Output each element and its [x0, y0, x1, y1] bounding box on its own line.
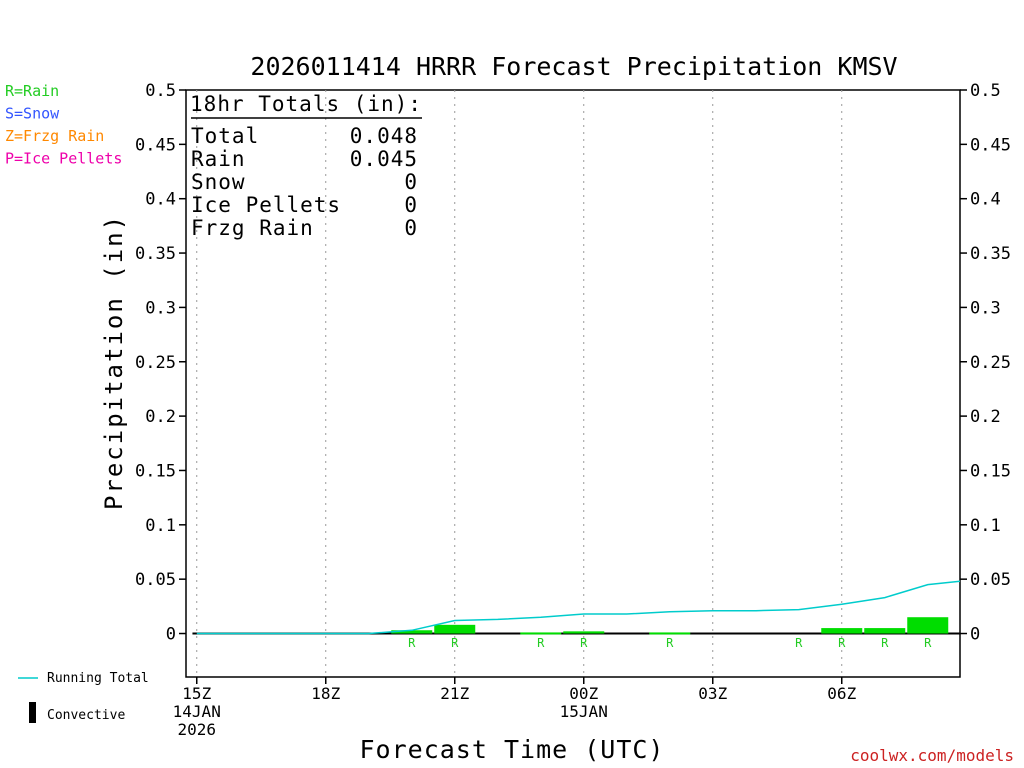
precip-bar	[563, 631, 605, 634]
running-total-line	[196, 580, 961, 635]
precip-type-marker: R	[666, 636, 674, 650]
x-tick-label: 18Z	[311, 684, 340, 703]
y-axis-left: 0 0.05 0.1 0.15 0.2 0.25 0.3 0.35 0.4 0.45 0.5	[135, 81, 186, 645]
totals-header: 18hr Totals (in):	[190, 92, 422, 116]
x-tick-label: 03Z	[698, 684, 727, 703]
x-tick-label: 2026	[177, 720, 216, 739]
y-axis-label: Precipitation (in)	[100, 214, 128, 510]
chart-title: 2026011414 HRRR Forecast Precipitation K…	[250, 52, 897, 81]
x-tick-label: 06Z	[827, 684, 856, 703]
y-tick-label: 0.3	[145, 298, 176, 318]
y-tick-label: 0.5	[145, 81, 176, 101]
totals-row-label: Total	[191, 124, 259, 148]
type-legend-item: P=Ice Pellets	[5, 150, 122, 168]
y-tick-label: 0.35	[970, 244, 1011, 264]
plot-frame	[185, 89, 961, 678]
precip-bar	[391, 630, 433, 634]
y-tick-label: 0	[970, 625, 980, 645]
convective-legend-label: Convective	[47, 708, 125, 723]
x-axis-label: Forecast Time (UTC)	[360, 735, 665, 764]
y-tick-label: 0.4	[145, 190, 176, 210]
x-tick-label: 15JAN	[560, 702, 608, 721]
precip-bar	[520, 632, 562, 635]
y-tick-label: 0.2	[970, 407, 1001, 427]
y-tick-label: 0.3	[970, 298, 1001, 318]
precip-type-marker: R	[408, 636, 416, 650]
totals-box: 18hr Totals (in): Total 0.048 Rain 0.045 Sno…	[190, 92, 422, 240]
grid-lines	[196, 90, 843, 677]
y-tick-label: 0.4	[970, 190, 1001, 210]
precip-bar	[821, 628, 863, 634]
precip-type-legend: R=Rain S=Snow Z=Frzg Rain P=Ice Pellets	[5, 82, 122, 168]
y-tick-label: 0.15	[135, 461, 176, 481]
precip-bar	[649, 632, 691, 635]
x-tick-label: 15Z	[182, 684, 211, 703]
totals-row-label: Ice Pellets	[191, 193, 341, 217]
y-axis-right: 0 0.05 0.1 0.15 0.2 0.25 0.3 0.35 0.4 0.45 0.5	[960, 81, 1011, 645]
y-tick-label: 0.15	[970, 461, 1011, 481]
y-tick-label: 0.2	[145, 407, 176, 427]
y-tick-label: 0.5	[970, 81, 1001, 101]
y-tick-label: 0.05	[135, 570, 176, 590]
totals-row-value: 0.045	[350, 147, 418, 171]
totals-row-value: 0	[404, 216, 418, 240]
precip-type-marker: R	[924, 636, 932, 650]
precip-bar	[907, 617, 949, 634]
y-tick-label: 0.1	[145, 516, 176, 536]
precip-type-marker: R	[838, 636, 846, 650]
precip-type-marker: R	[451, 636, 459, 650]
totals-rows: Total 0.048 Rain 0.045 Snow 0 Ice Pellets 0 Frzg…	[191, 124, 418, 240]
running-total-legend-label: Running Total	[47, 671, 149, 686]
precip-type-marker: R	[881, 636, 889, 650]
totals-row-value: 0	[404, 193, 418, 217]
precip-bar	[864, 628, 906, 634]
totals-row-value: 0.048	[350, 124, 418, 148]
precip-type-marker: R	[795, 636, 803, 650]
credit-text: coolwx.com/models	[850, 746, 1014, 765]
type-legend-item: S=Snow	[5, 105, 60, 123]
x-tick-label: 14JAN	[173, 702, 221, 721]
type-legend-item: R=Rain	[5, 82, 59, 100]
totals-row-label: Snow	[191, 170, 246, 194]
y-tick-label: 0	[166, 625, 176, 645]
x-tick-label: 00Z	[569, 684, 598, 703]
x-tick-label: 21Z	[440, 684, 469, 703]
y-tick-label: 0.35	[135, 244, 176, 264]
type-legend-item: Z=Frzg Rain	[5, 127, 104, 145]
precip-type-marker: R	[537, 636, 545, 650]
y-tick-label: 0.05	[970, 570, 1011, 590]
precip-type-marker: R	[580, 636, 588, 650]
y-tick-label: 0.45	[135, 135, 176, 155]
totals-row-value: 0	[404, 170, 418, 194]
y-tick-label: 0.45	[970, 135, 1011, 155]
precip-bars	[391, 617, 949, 635]
y-tick-label: 0.25	[135, 353, 176, 373]
totals-row-label: Frzg Rain	[191, 216, 314, 240]
y-tick-label: 0.25	[970, 353, 1011, 373]
y-tick-label: 0.1	[970, 516, 1001, 536]
totals-row-label: Rain	[191, 147, 246, 171]
precip-bar	[434, 624, 476, 634]
convective-legend-swatch	[29, 702, 36, 723]
